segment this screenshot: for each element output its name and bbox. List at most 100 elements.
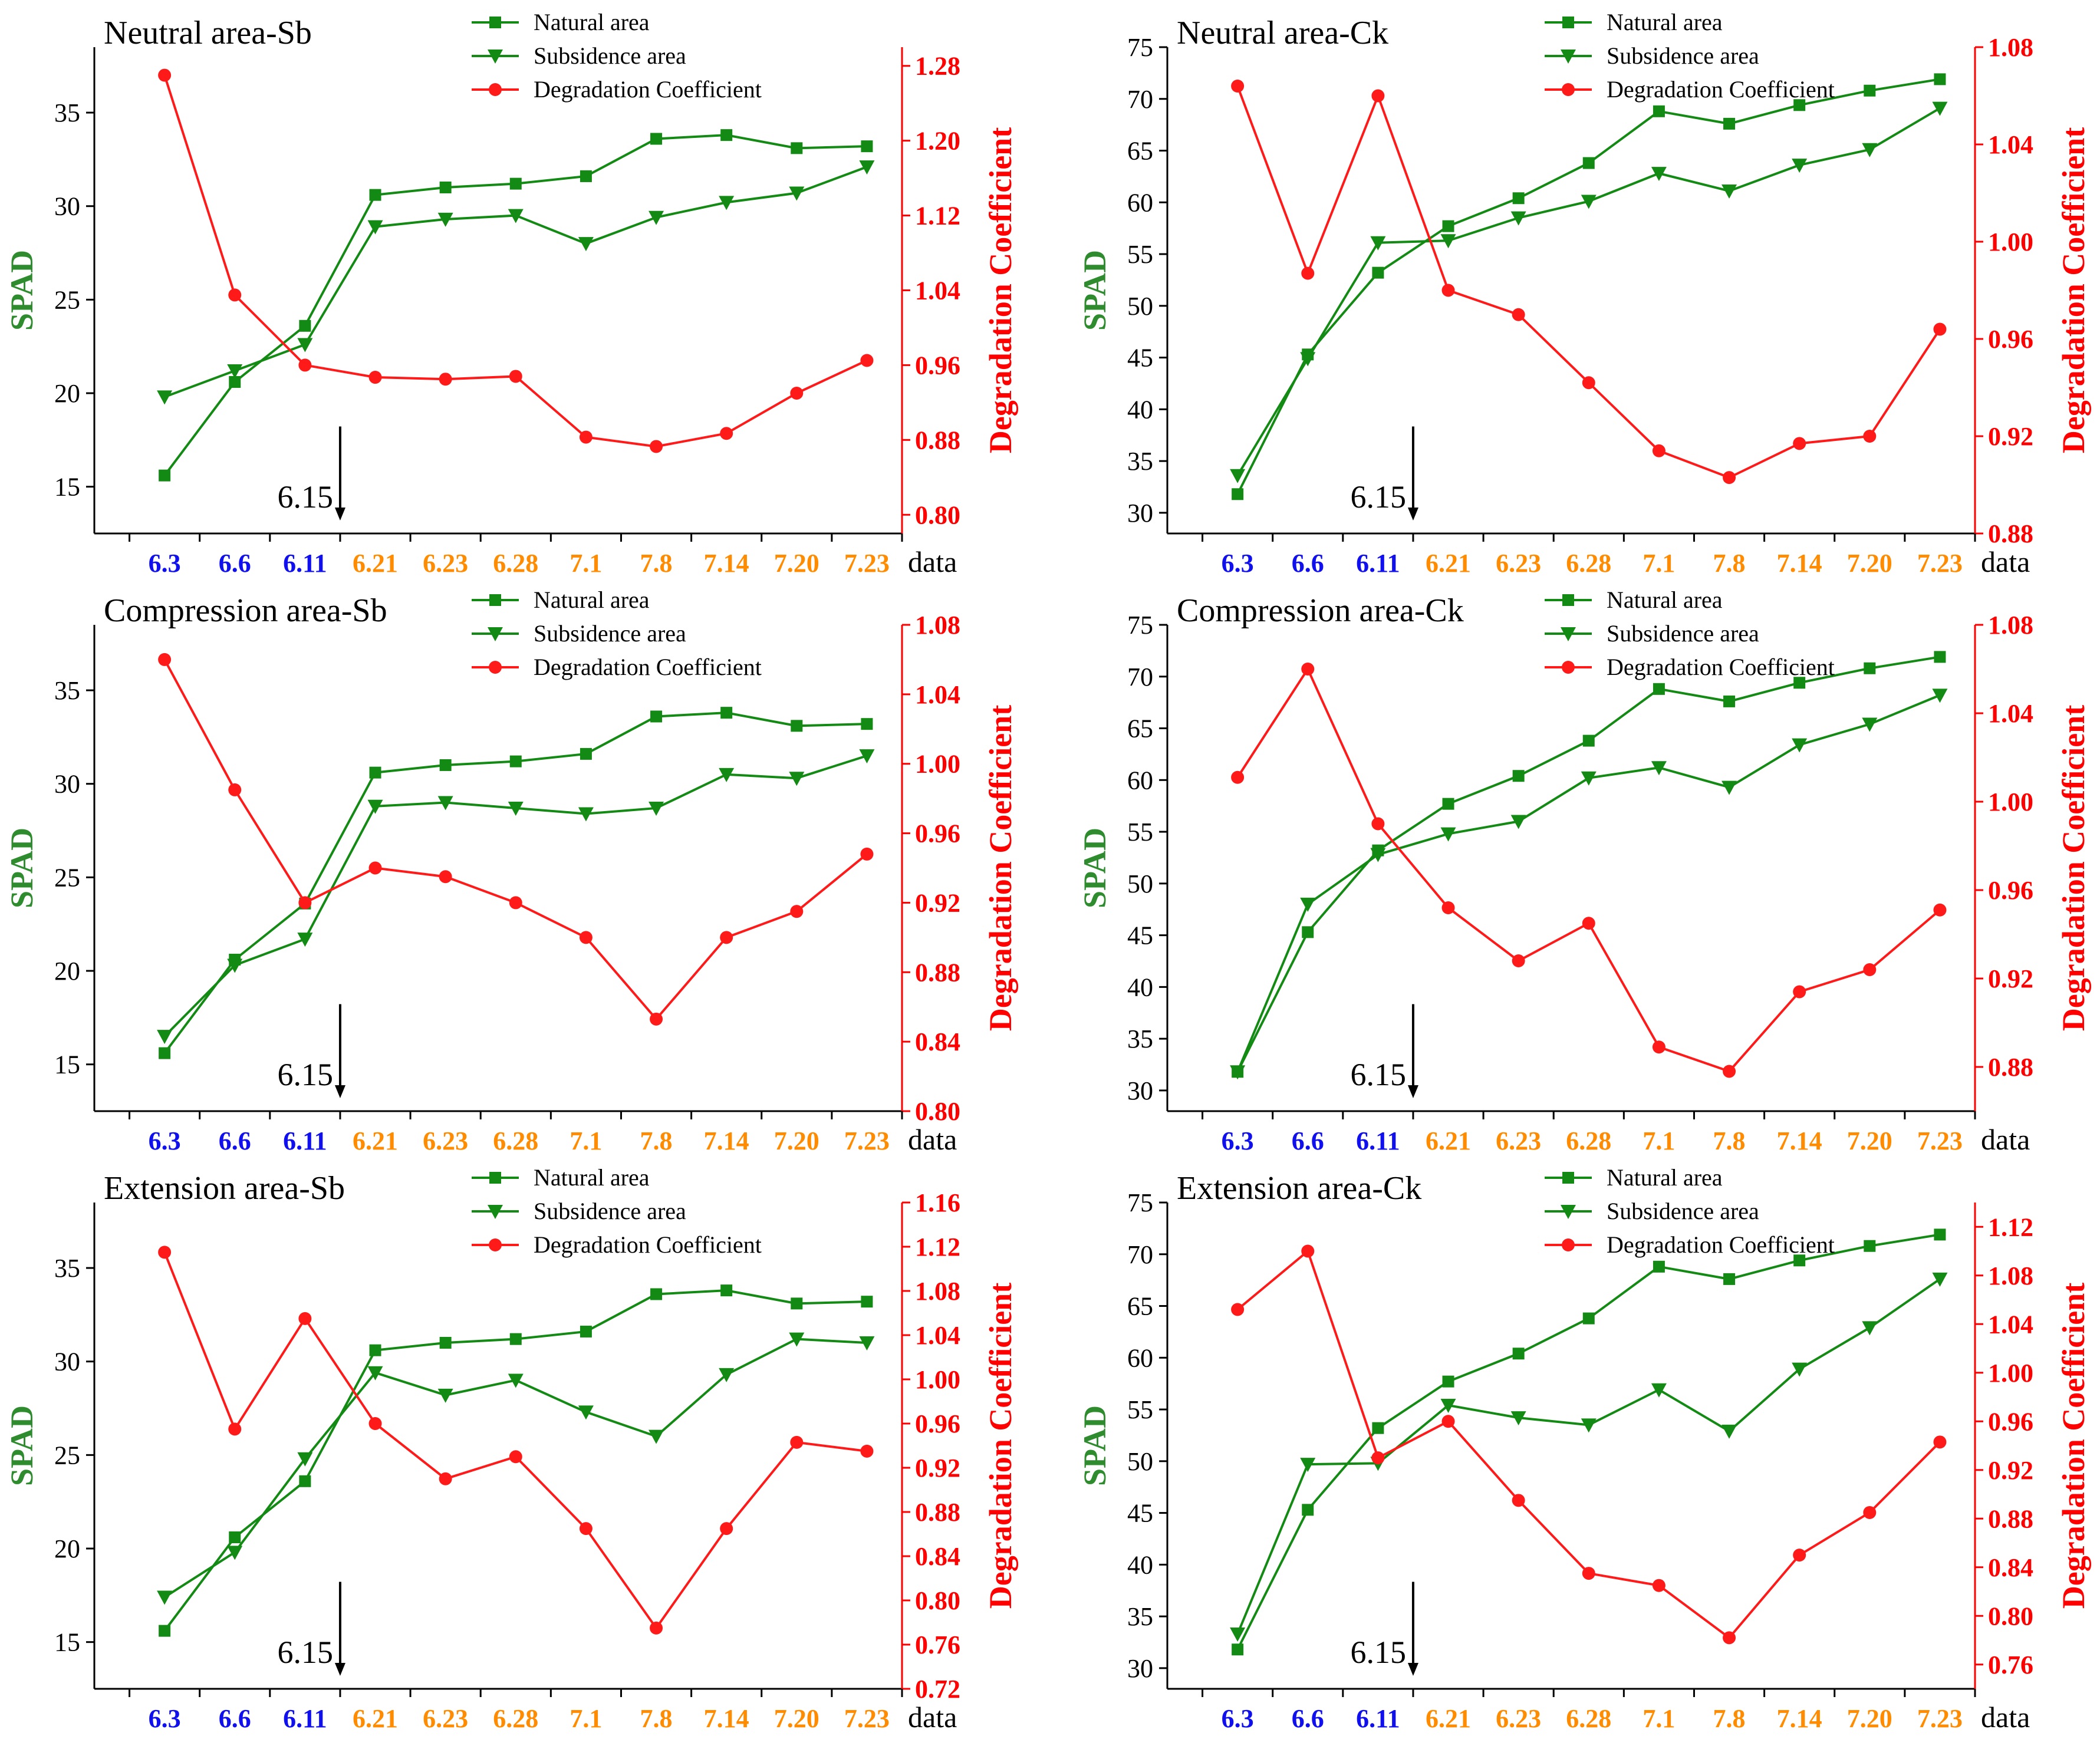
y-tick-label-right: 1.08 [1988, 33, 2033, 62]
y-tick-label-right: 0.84 [915, 1027, 960, 1056]
x-tick-label: 6.11 [283, 1126, 327, 1155]
data-point [1371, 817, 1385, 831]
data-point [1862, 1321, 1878, 1336]
x-tick-label: 6.6 [1292, 1126, 1324, 1155]
x-tick-label: 6.23 [423, 1126, 468, 1155]
y-tick-label-right: 0.92 [915, 888, 960, 917]
y-tick-label-right: 1.12 [1988, 1213, 2033, 1241]
y-tick-label-left: 20 [54, 1534, 80, 1563]
data-point [859, 160, 875, 175]
y-tick-label-right: 0.76 [915, 1630, 960, 1659]
data-point [861, 140, 873, 153]
y-tick-label-right: 0.88 [1988, 519, 2033, 548]
data-point [1652, 1040, 1665, 1054]
x-tick-label: 6.21 [353, 1704, 398, 1733]
data-point [439, 373, 452, 386]
data-point [1582, 157, 1595, 169]
data-point [1231, 1303, 1245, 1316]
data-point [1932, 101, 1948, 116]
data-point [649, 210, 664, 225]
y-tick-label-right: 1.04 [1988, 1310, 2033, 1339]
x-tick-label: 6.6 [1292, 1704, 1324, 1733]
y-tick-label-left: 30 [54, 1348, 80, 1376]
legend-label: Subsidence area [1607, 620, 1759, 647]
data-point [1232, 488, 1244, 500]
data-point [1934, 73, 1946, 85]
data-point [1722, 780, 1737, 795]
x-tick-label: 6.21 [1426, 1126, 1471, 1155]
data-point [1300, 352, 1316, 367]
event-arrow-head [334, 508, 345, 520]
legend-marker [1562, 594, 1574, 606]
data-point [1512, 308, 1525, 321]
legend-marker [1562, 1238, 1575, 1251]
x-tick-label: 6.21 [353, 1126, 398, 1155]
data-point [1231, 80, 1245, 93]
data-point [228, 288, 242, 302]
data-point [579, 1522, 593, 1536]
data-point [1864, 1240, 1876, 1252]
data-point [1582, 734, 1595, 747]
data-point [1440, 1399, 1456, 1414]
y-tick-label-left: 45 [1127, 1499, 1153, 1528]
data-point [1371, 89, 1385, 103]
data-point [1512, 1348, 1525, 1360]
data-point [790, 387, 804, 400]
y-tick-label-right: 1.04 [915, 680, 960, 709]
data-point [1793, 437, 1806, 450]
legend-marker [1561, 1205, 1576, 1219]
y-tick-label-left: 35 [54, 676, 80, 705]
legend-marker [1562, 661, 1575, 674]
data-point [1793, 99, 1806, 111]
data-point [1300, 897, 1316, 912]
x-tick-label: 7.1 [1643, 1704, 1675, 1733]
data-point [861, 1296, 873, 1308]
data-point [789, 772, 805, 786]
x-tick-label: 7.23 [844, 1704, 890, 1733]
y-tick-label-right: 1.08 [915, 611, 960, 640]
y-tick-label-right: 0.88 [1988, 1504, 2033, 1533]
y-tick-label-left: 30 [54, 770, 80, 799]
event-marker-label: 6.15 [1350, 1635, 1406, 1670]
chart-panel-4: Compression area-Ck 30 35 40 45 50 55 60 65 70 75 0… [1077, 587, 2091, 1156]
data-point [1582, 1312, 1595, 1325]
y-tick-label-right: 0.88 [915, 426, 960, 454]
data-point [158, 653, 172, 666]
legend-marker [489, 661, 502, 674]
event-arrow-head [1407, 1085, 1418, 1098]
legend-label: Natural area [534, 1164, 650, 1191]
y-tick-label-right: 0.96 [1988, 325, 2033, 354]
series-line-2 [1236, 1278, 1941, 1635]
x-axis-label: data [1981, 545, 2030, 578]
x-tick-label: 7.20 [1847, 1704, 1892, 1733]
y-axis-label-left: SPAD [1077, 1405, 1112, 1486]
y-tick-label-left: 35 [54, 1254, 80, 1283]
x-axis-label: data [1981, 1701, 2030, 1734]
series-line-2 [163, 755, 868, 1037]
data-point [1232, 1643, 1244, 1656]
data-point [1862, 143, 1878, 157]
x-tick-label: 6.11 [1356, 1126, 1400, 1155]
y-tick-label-left: 25 [54, 863, 80, 892]
y-tick-label-right: 0.88 [915, 958, 960, 987]
data-point [578, 237, 594, 252]
data-point [1441, 901, 1455, 914]
data-point [1441, 1415, 1455, 1428]
legend-marker [488, 627, 503, 641]
x-tick-label: 7.14 [704, 549, 749, 578]
data-point [1722, 184, 1737, 199]
data-point [860, 354, 874, 367]
y-tick-label-right: 0.84 [1988, 1553, 2033, 1582]
data-point [229, 375, 241, 388]
data-point [1793, 1549, 1806, 1562]
x-tick-label: 7.23 [844, 549, 890, 578]
data-point [1863, 963, 1877, 976]
data-point [719, 1368, 735, 1382]
data-point [227, 364, 243, 378]
y-tick-label-right: 0.76 [1988, 1651, 2033, 1679]
data-point [508, 801, 524, 816]
data-point [508, 1373, 524, 1388]
x-tick-label: 6.11 [283, 549, 327, 578]
x-tick-label: 6.6 [1292, 549, 1324, 578]
